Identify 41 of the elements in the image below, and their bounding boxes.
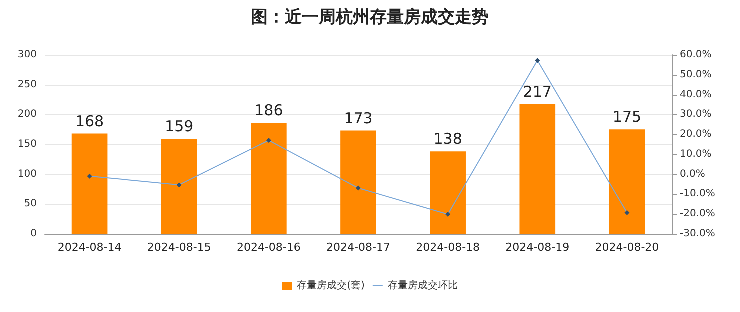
bar (430, 152, 466, 234)
x-tick-label: 2024-08-15 (147, 241, 212, 254)
y2-tick-label: 10.0% (680, 148, 712, 160)
y2-tick-label: 20.0% (680, 129, 712, 140)
y-tick-label: 0 (30, 228, 37, 240)
y-tick-label: 150 (18, 139, 37, 150)
x-tick-label: 2024-08-18 (416, 241, 480, 254)
legend-label: 存量房成交(套) (297, 280, 365, 292)
data-label: 186 (254, 102, 284, 120)
legend-label: 存量房成交环比 (388, 280, 458, 292)
bar (520, 104, 556, 234)
x-tick-label: 2024-08-14 (58, 241, 122, 254)
x-tick-label: 2024-08-16 (236, 241, 301, 254)
data-label: 173 (344, 109, 373, 128)
y-tick-label: 50 (24, 198, 37, 210)
y-tick-label: 200 (18, 109, 37, 120)
bar (340, 130, 376, 234)
data-label: 175 (612, 108, 642, 126)
data-label: 159 (165, 118, 194, 136)
y-tick-label: 100 (18, 168, 37, 180)
bar (609, 130, 646, 234)
chart-title: 图：近一周杭州存量房成交走势 (251, 8, 489, 28)
x-tick-label: 2024-08-20 (595, 241, 660, 254)
x-tick-label: 2024-08-19 (506, 241, 570, 254)
y2-tick-label: -30.0% (680, 228, 716, 240)
y-tick-label: 250 (18, 79, 37, 90)
y2-tick-label: 0.0% (680, 168, 706, 180)
bar (251, 123, 287, 234)
y2-tick-label: 30.0% (680, 109, 712, 120)
y2-tick-label: 60.0% (680, 50, 712, 60)
data-label: 168 (75, 112, 104, 130)
bar (161, 139, 198, 234)
y2-tick-label: 40.0% (680, 89, 712, 100)
x-tick-label: 2024-08-17 (326, 241, 390, 254)
data-label: 217 (523, 83, 552, 102)
y2-tick-label: -20.0% (680, 208, 716, 220)
y2-tick-label: -10.0% (680, 188, 716, 200)
bar (72, 134, 108, 234)
y-tick-label: 300 (18, 50, 37, 60)
data-label: 138 (434, 130, 462, 148)
y2-tick-label: 50.0% (680, 69, 712, 80)
